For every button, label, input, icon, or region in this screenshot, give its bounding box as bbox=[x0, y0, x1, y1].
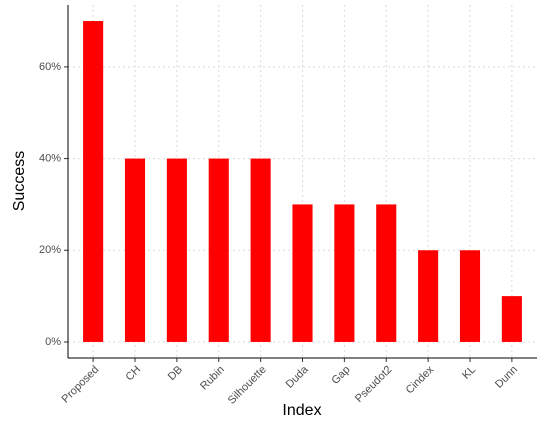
bar bbox=[124, 158, 146, 342]
bar bbox=[418, 250, 439, 342]
y-tick-label: 20% bbox=[39, 244, 61, 256]
y-axis-title: Success bbox=[11, 151, 28, 211]
bar bbox=[166, 158, 187, 342]
x-tick-label: KL bbox=[460, 364, 478, 382]
x-tick-label: Proposed bbox=[60, 364, 102, 406]
x-tick-label: Silhouette bbox=[226, 364, 269, 407]
bar bbox=[501, 296, 522, 342]
bar bbox=[334, 204, 355, 342]
bar bbox=[292, 204, 313, 342]
x-tick-label: Cindex bbox=[404, 363, 437, 396]
y-tick-label: 60% bbox=[39, 61, 61, 73]
bar bbox=[208, 158, 229, 342]
x-tick-label: Rubin bbox=[198, 364, 227, 393]
x-tick-label: DB bbox=[166, 364, 185, 383]
x-axis-title: Index bbox=[282, 402, 321, 419]
bar bbox=[376, 204, 397, 342]
bar bbox=[250, 158, 271, 342]
x-tick-label: Duda bbox=[284, 363, 312, 391]
x-tick-label: Gap bbox=[329, 364, 352, 387]
bar bbox=[459, 250, 481, 342]
x-tick-label: CH bbox=[123, 364, 143, 384]
y-tick-label: 0% bbox=[45, 336, 61, 348]
y-tick-label: 40% bbox=[39, 152, 61, 164]
x-tick-label: Pseudot2 bbox=[353, 364, 394, 405]
x-tick-label: Dunn bbox=[493, 364, 520, 391]
bar bbox=[83, 21, 104, 342]
